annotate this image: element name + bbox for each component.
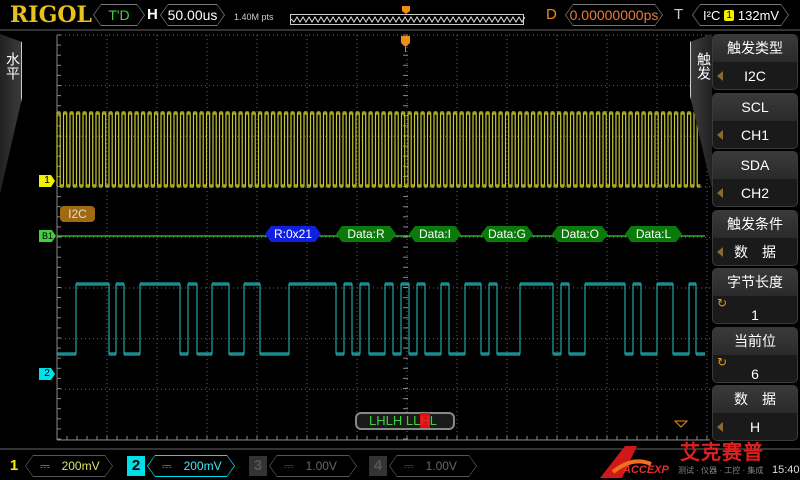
channel-1-button[interactable]: 1 ⎓ 200mV <box>5 456 113 476</box>
ch1-waveform <box>56 112 701 187</box>
menu-item-0[interactable]: 触发类型 I2C <box>712 34 798 90</box>
ch2-noise-band <box>57 282 705 356</box>
decode-packet-data: Data:L <box>625 226 682 242</box>
arrow-left-icon <box>717 71 723 81</box>
menu-item-value: I2C <box>744 68 766 84</box>
menu-item-title: SDA <box>713 152 797 179</box>
run-status[interactable]: T'D <box>93 4 145 26</box>
decode-packet-address: R:0x21 <box>265 226 321 242</box>
channel-number: 3 <box>249 456 267 476</box>
bus-label: I2C <box>60 206 95 222</box>
menu-item-value: CH1 <box>740 126 769 143</box>
bit-pattern-after: L <box>429 413 437 428</box>
menu-item-4[interactable]: 字节长度 ↻ 1 <box>712 268 798 324</box>
knob-icon: ↻ <box>717 354 728 369</box>
clock-time: 15:40 <box>772 464 800 476</box>
delay-display[interactable]: 0.00000000ps <box>565 4 663 26</box>
horizontal-tab-label: 水平 <box>5 52 21 80</box>
trigger-position-icon <box>402 6 410 14</box>
coupling-icon: ⎓ <box>162 458 172 473</box>
bus-marker[interactable]: B1 <box>39 230 56 242</box>
channel-2-button[interactable]: 2 ⎓ 200mV <box>127 456 235 476</box>
menu-item-title: 触发条件 <box>713 210 797 238</box>
decode-packet-data: Data:O <box>552 226 608 242</box>
arrow-left-icon <box>717 188 723 198</box>
timebase-display[interactable]: 50.00us <box>160 4 225 26</box>
channel-scale: 200mV <box>183 459 222 473</box>
channel-number: 4 <box>369 456 387 476</box>
channel-number: 2 <box>127 456 145 476</box>
arrow-left-icon <box>717 246 723 257</box>
decode-packet-data: Data:R <box>336 226 396 242</box>
ch1-noise-band <box>57 111 701 188</box>
coupling-icon: ⎓ <box>404 458 414 473</box>
delay-value: 0.00000000ps <box>566 5 662 25</box>
trigger-source-badge: 1 <box>726 9 732 21</box>
channel-number: 1 <box>9 457 19 474</box>
menu-item-title: 当前位 <box>713 327 797 355</box>
timebase-value: 50.00us <box>161 5 224 25</box>
watermark-logo: ACCEXP 艾克赛普 测试 · 仪器 · 工控 · 集成 <box>595 442 775 480</box>
channel-scale: 200mV <box>61 459 100 473</box>
waveform-overview[interactable] <box>290 4 525 26</box>
brand-logo: RIGOL <box>10 2 92 28</box>
arrow-left-icon <box>717 129 723 140</box>
bit-pattern-before: LHLH LL <box>369 413 421 428</box>
decode-packet-data: Data:G <box>481 226 533 242</box>
menu-item-title: SCL <box>713 93 797 121</box>
trigger-marker-icon <box>401 36 410 47</box>
memory-depth: 1.40M pts <box>234 12 274 22</box>
trigger-display[interactable]: I²C 1 132mV <box>692 4 789 26</box>
ch1-marker[interactable]: 1 <box>39 175 55 187</box>
delay-label: D <box>546 6 557 23</box>
run-status-text: T'D <box>94 5 144 25</box>
menu-item-title: 数 据 <box>713 386 797 413</box>
footer-divider <box>0 448 800 450</box>
header-divider <box>0 29 800 31</box>
trigger-level-icon <box>673 420 689 428</box>
coupling-icon: ⎓ <box>284 458 294 473</box>
ch2-marker[interactable]: 2 <box>39 368 55 380</box>
ch2-waveform <box>57 283 705 355</box>
channel-scale: 1.00V <box>425 459 457 473</box>
knob-icon: ↻ <box>717 296 728 310</box>
decode-packet-data: Data:I <box>409 226 461 242</box>
menu-item-value: CH2 <box>740 185 769 201</box>
menu-item-5[interactable]: 当前位 ↻ 6 <box>712 326 798 383</box>
horizontal-label: H <box>147 6 158 23</box>
trigger-type: I²C <box>703 7 721 23</box>
coupling-icon: ⎓ <box>40 458 50 473</box>
menu-item-1[interactable]: SCL CH1 <box>712 92 798 149</box>
trigger-level: 132mV <box>737 7 780 23</box>
bit-pattern-current: H <box>420 413 430 428</box>
channel-3-button[interactable]: 3 ⎓ 1.00V <box>249 456 357 476</box>
menu-item-title: 字节长度 <box>713 269 797 296</box>
bit-pattern-display[interactable]: LHLH LLHL <box>355 412 455 430</box>
trigger-tab-label: 触发 <box>696 52 712 80</box>
arrow-left-icon <box>717 422 723 432</box>
channel-4-button[interactable]: 4 ⎓ 1.00V <box>369 456 477 476</box>
channel-scale: 1.00V <box>305 459 337 473</box>
menu-item-value: 6 <box>751 365 759 382</box>
menu-item-value: H <box>749 419 761 435</box>
menu-item-2[interactable]: SDA CH2 <box>712 151 798 207</box>
menu-item-6[interactable]: 数 据 H <box>712 385 798 441</box>
trigger-label: T <box>674 6 684 23</box>
menu-item-3[interactable]: 触发条件数 据 <box>712 209 798 266</box>
menu-item-value: 1 <box>751 307 759 323</box>
menu-item-value: 数 据 <box>734 243 776 260</box>
menu-item-title: 触发类型 <box>713 35 797 62</box>
